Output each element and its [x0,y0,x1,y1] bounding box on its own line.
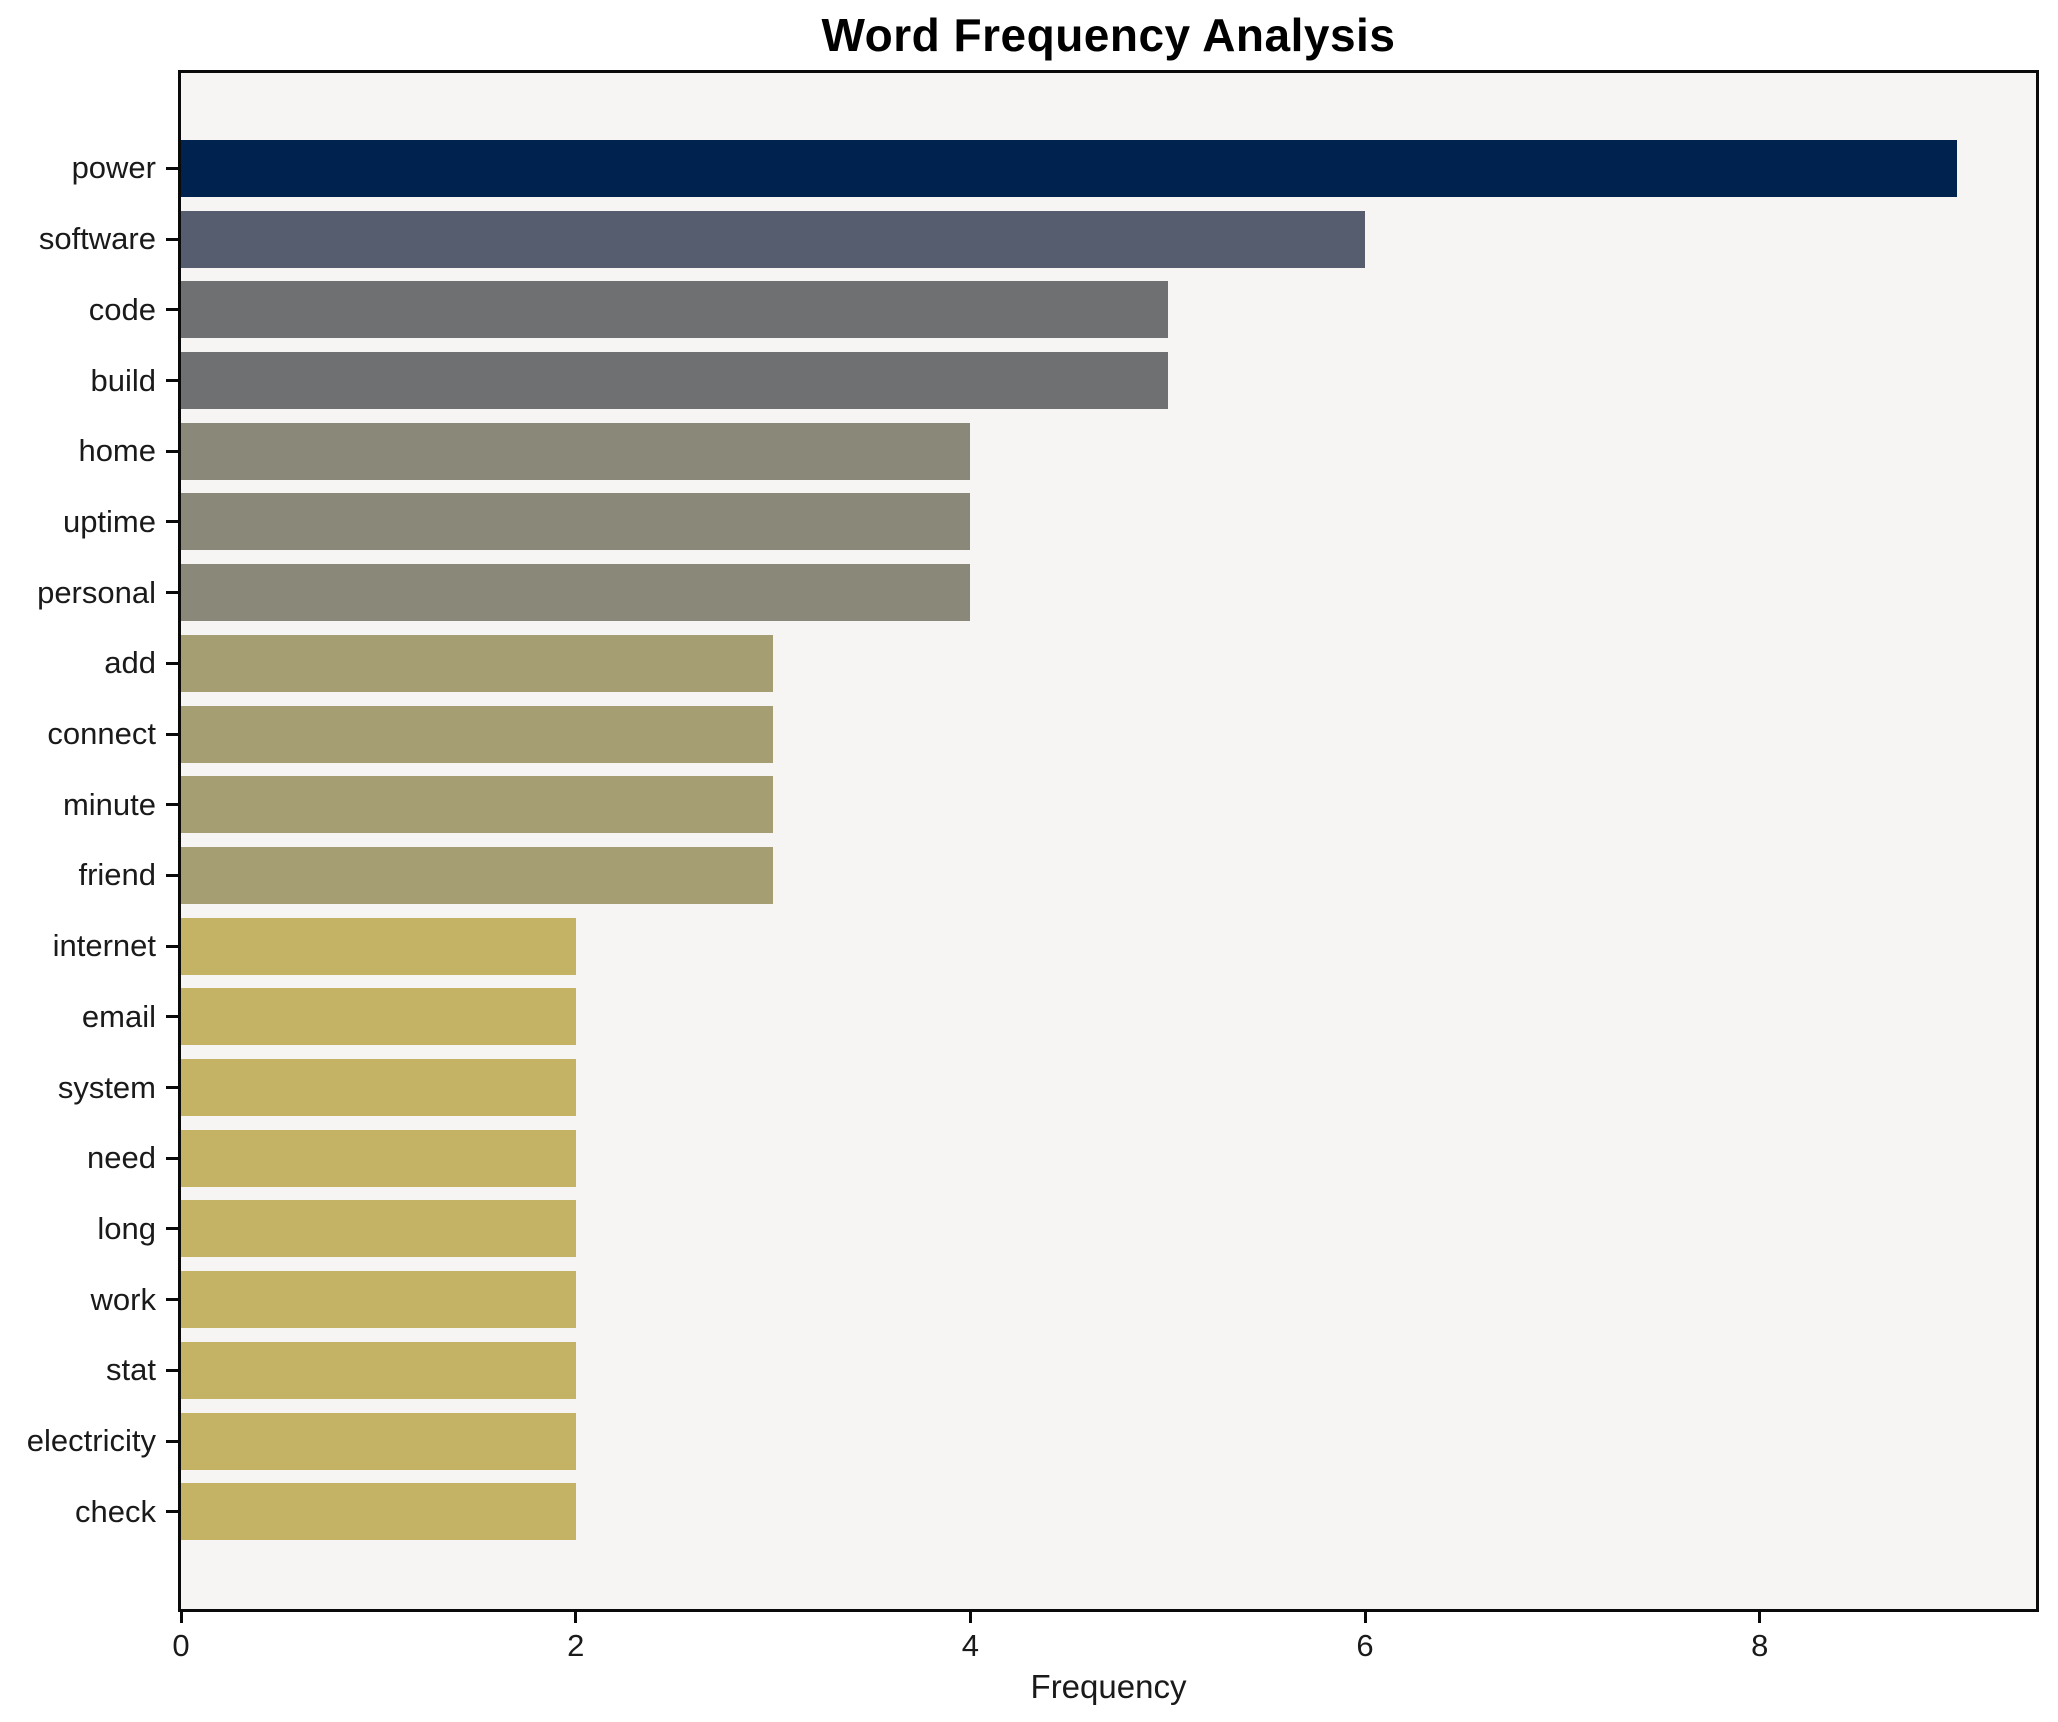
bar-work [181,1271,576,1328]
x-axis: 0 2 4 6 8 [172,1612,2036,1682]
x-tick-label-8: 8 [1751,1628,1769,1663]
x-tick-label-4: 4 [961,1628,980,1663]
bar-software [181,210,1366,268]
bar-stat [181,1341,576,1399]
bar-email [181,988,576,1046]
y-tick-mark-internet [166,944,178,948]
y-tick-label-friend: friend [78,857,156,893]
x-tick-mark-6 [1363,1612,1367,1623]
y-axis: power software code build home uptime personal… [0,70,178,1612]
y-tick-mark-software [166,237,178,241]
bar-need [181,1129,576,1187]
y-tick-label-connect: connect [47,716,156,751]
y-tick-mark-home [166,449,178,453]
y-tick-mark-electricity [166,1439,178,1443]
y-tick-mark-stat [166,1368,178,1372]
y-tick-label-power: power [71,150,156,186]
bar-uptime [181,493,971,551]
y-tick-label-software: software [38,221,156,256]
y-tick-mark-work [166,1298,178,1301]
y-tick-mark-uptime [166,520,178,524]
y-tick-mark-check [166,1510,178,1514]
y-tick-mark-add [166,661,178,665]
y-tick-label-home: home [78,433,156,469]
bar-electricity [181,1412,576,1470]
y-tick-label-check: check [75,1493,156,1529]
y-tick-label-code: code [88,291,156,327]
bar-minute [181,776,773,834]
y-tick-mark-email [166,1015,178,1019]
y-tick-mark-build [166,379,178,382]
x-tick-mark-2 [574,1612,578,1623]
y-tick-label-personal: personal [37,574,156,610]
bar-internet [181,917,576,975]
y-tick-label-uptime: uptime [62,503,156,539]
bar-check [181,1483,576,1541]
y-tick-label-long: long [97,1210,156,1246]
bar-personal [181,564,971,622]
bar-connect [181,705,773,763]
y-tick-label-system: system [57,1069,156,1105]
y-tick-label-email: email [81,998,156,1034]
x-tick-mark-0 [179,1612,183,1623]
bar-system [181,1059,576,1116]
x-tick-label-2: 2 [567,1628,585,1663]
y-tick-label-electricity: electricity [26,1423,156,1458]
y-tick-mark-connect [166,732,178,736]
bar-home [181,422,971,480]
x-tick-mark-8 [1758,1612,1762,1623]
y-tick-label-minute: minute [62,786,156,822]
x-tick-label-6: 6 [1356,1628,1374,1663]
plot-area [178,70,2039,1612]
y-tick-label-build: build [90,362,157,398]
bar-build [181,352,1168,409]
bar-friend [181,846,773,904]
y-tick-mark-code [166,308,178,312]
y-tick-label-need: need [87,1140,156,1176]
bar-code [181,281,1168,339]
y-tick-label-stat: stat [106,1352,156,1388]
y-tick-mark-friend [166,873,178,877]
chart-title: Word Frequency Analysis [821,9,1396,61]
x-tick-label-0: 0 [172,1628,190,1663]
y-tick-label-add: add [104,645,156,681]
y-tick-label-internet: internet [52,928,156,964]
x-tick-mark-4 [968,1612,972,1623]
y-tick-label-work: work [90,1281,156,1317]
y-tick-mark-minute [166,803,178,807]
y-tick-mark-system [166,1086,178,1089]
bar-add [181,634,773,692]
bar-power [181,139,1957,197]
x-axis-label: Frequency [1030,1668,1187,1705]
bar-long [181,1200,576,1258]
y-tick-mark-personal [166,591,178,595]
y-tick-mark-need [166,1156,178,1160]
y-tick-mark-power [166,166,178,170]
y-tick-mark-long [166,1227,178,1231]
